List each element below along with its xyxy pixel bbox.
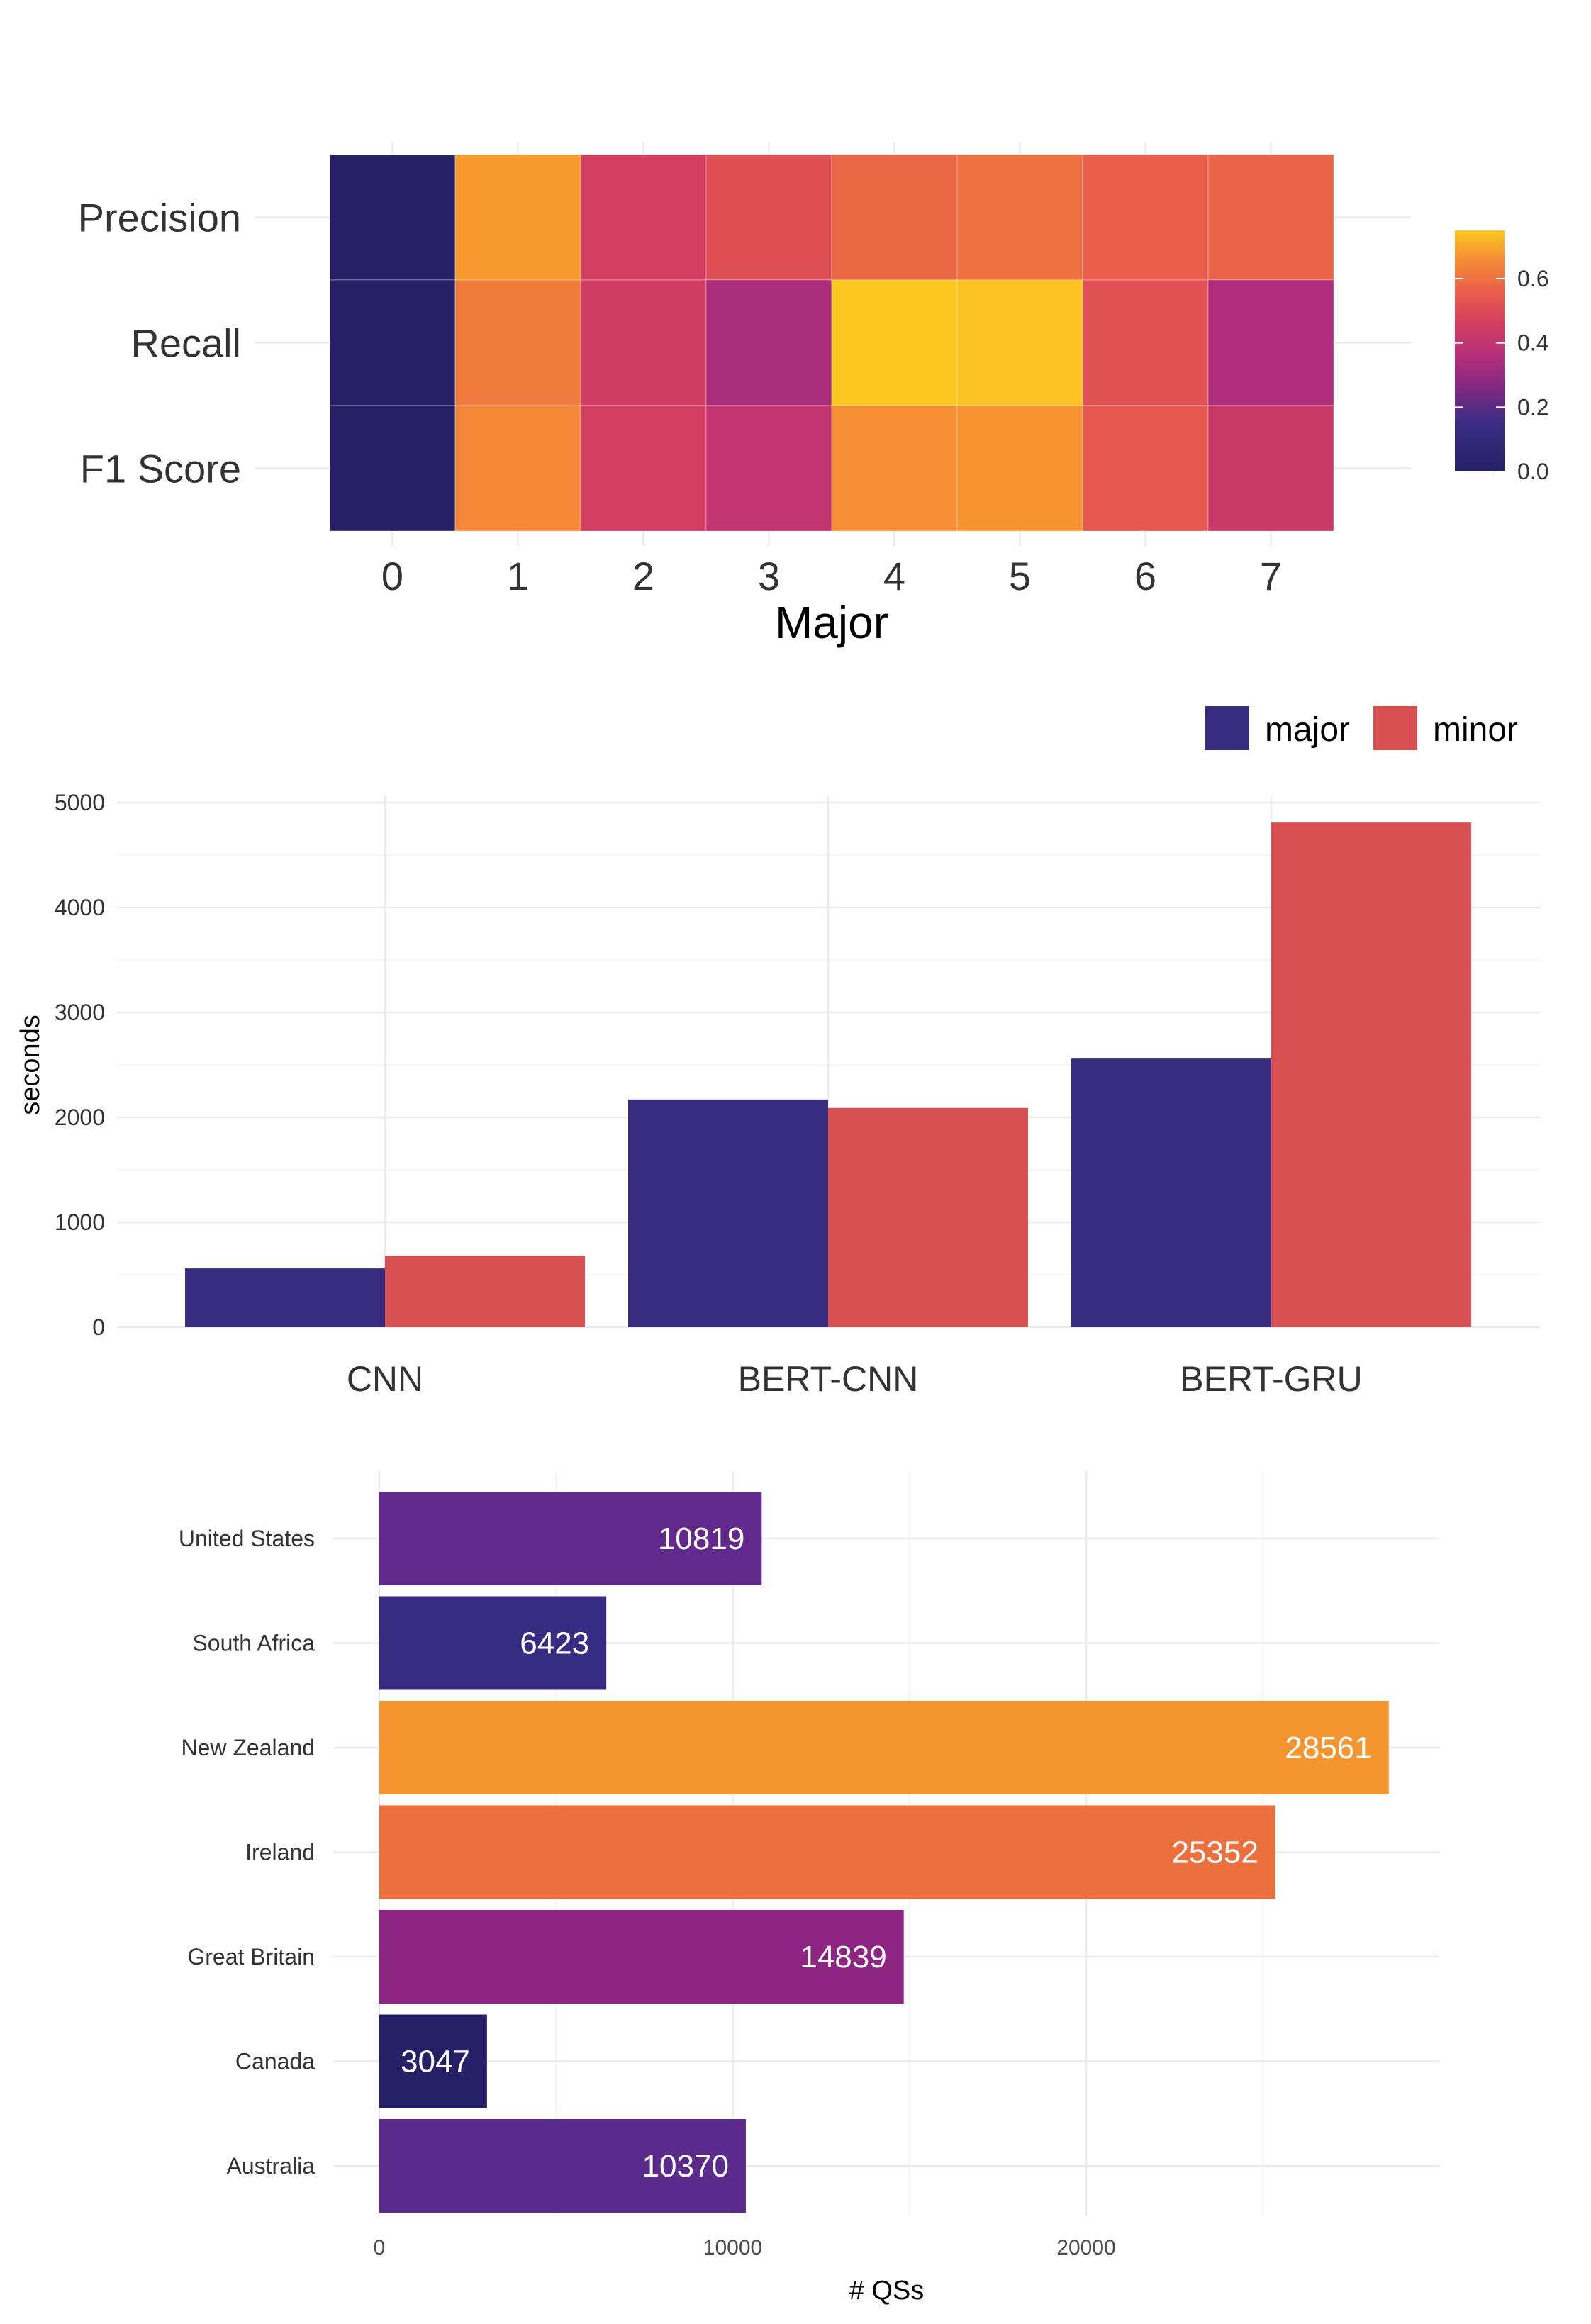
heatmap-x-tick-5: 5 — [1009, 554, 1031, 598]
hbar-australia — [379, 2119, 746, 2213]
hbar-value-label-great-britain: 14839 — [800, 1940, 886, 1974]
heatmap-cell-precision-0 — [329, 154, 456, 281]
hbar-x-tick-10000: 10000 — [703, 2236, 762, 2259]
heatmap-cell-precision-3 — [705, 154, 832, 281]
heatmap-cell-recall-3 — [705, 279, 832, 406]
bar-cnn-major — [185, 1268, 385, 1327]
bar-y-tick-5000: 5000 — [55, 790, 105, 815]
heatmap-cell-recall-1 — [454, 279, 581, 406]
hbar-value-label-canada: 3047 — [401, 2045, 470, 2079]
heatmap-x-tick-0: 0 — [381, 554, 403, 598]
heatmap-x-tick-6: 6 — [1134, 554, 1156, 598]
bar-cnn-minor — [385, 1256, 585, 1327]
bar-bert-gru-major — [1071, 1058, 1271, 1327]
bar-y-tick-4000: 4000 — [55, 895, 105, 920]
heatmap-panel: Precision Recall F1 Score 0 1 2 3 4 5 6 7 Major 0.0 0… — [78, 142, 1548, 648]
heatmap-y-tick-recall: Recall — [130, 321, 241, 366]
hbar-great-britain — [379, 1910, 904, 2004]
heatmap-x-tick-4: 4 — [883, 554, 905, 598]
bar-y-tick-3000: 3000 — [55, 1000, 105, 1025]
legend-swatch-major — [1205, 706, 1249, 750]
hbar-south-africa — [379, 1596, 607, 1690]
heatmap-x-axis-title: Major — [775, 597, 888, 648]
bar-y-tick-0: 0 — [92, 1314, 105, 1340]
heatmap-cell-f1-score-5 — [956, 405, 1083, 532]
horizontal-bar-panel: 0 10000 20000 10819 United States 6423 South A… — [179, 1471, 1439, 2306]
legend-label-minor: minor — [1433, 711, 1518, 749]
heatmap-cell-recall-6 — [1082, 279, 1209, 406]
hbar-y-tick-ireland: Ireland — [245, 1840, 315, 1865]
hbar-value-label-united-states: 10819 — [658, 1521, 744, 1556]
colorbar-tick-0-2: 0.2 — [1517, 394, 1548, 420]
hbar-united-states — [379, 1492, 762, 1585]
colorbar-tick-0-4: 0.4 — [1517, 330, 1548, 356]
heatmap-cell-f1-score-2 — [580, 405, 707, 532]
bar-y-tick-1000: 1000 — [55, 1210, 105, 1235]
hbar-y-tick-great-britain: Great Britain — [187, 1944, 315, 1970]
heatmap-x-tick-2: 2 — [632, 554, 654, 598]
bar-bert-gru-minor — [1271, 822, 1471, 1327]
legend-label-major: major — [1265, 711, 1350, 749]
hbar-y-tick-australia: Australia — [227, 2153, 316, 2179]
colorbar-tick-0-6: 0.6 — [1517, 266, 1548, 291]
bar-x-tick-bert-cnn: BERT-CNN — [738, 1359, 919, 1399]
heatmap-cell-precision-6 — [1082, 154, 1209, 281]
bar-x-tick-cnn: CNN — [347, 1359, 423, 1399]
hbar-ireland — [379, 1805, 1275, 1899]
colorbar — [1455, 230, 1505, 471]
bar-y-axis-title: seconds — [16, 1015, 45, 1115]
hbar-new-zealand — [379, 1701, 1389, 1794]
colorbar-tick-0-0: 0.0 — [1517, 459, 1548, 484]
hbar-x-tick-0: 0 — [374, 2236, 386, 2259]
heatmap-cell-precision-1 — [454, 154, 581, 281]
heatmap-x-tick-3: 3 — [758, 554, 780, 598]
heatmap-cell-f1-score-1 — [454, 405, 581, 532]
heatmap-cell-f1-score-6 — [1082, 405, 1209, 532]
heatmap-cell-f1-score-0 — [329, 405, 456, 532]
heatmap-x-tick-1: 1 — [507, 554, 529, 598]
heatmap-cell-recall-2 — [580, 279, 707, 406]
heatmap-cell-precision-7 — [1207, 154, 1334, 281]
heatmap-x-tick-7: 7 — [1260, 554, 1282, 598]
heatmap-cell-f1-score-3 — [705, 405, 832, 532]
heatmap-y-tick-f1-score: F1 Score — [80, 447, 241, 491]
hbar-y-tick-south-africa: South Africa — [192, 1631, 315, 1656]
hbar-x-axis-title: # QSs — [849, 2276, 925, 2306]
heatmap-cell-precision-4 — [831, 154, 958, 281]
hbar-value-label-south-africa: 6423 — [520, 1626, 589, 1661]
heatmap-cell-recall-5 — [956, 279, 1083, 406]
hbar-y-tick-united-states: United States — [179, 1526, 315, 1551]
hbar-value-label-ireland: 25352 — [1171, 1836, 1258, 1870]
heatmap-y-tick-precision: Precision — [78, 196, 241, 240]
legend-swatch-minor — [1373, 706, 1417, 750]
grouped-bar-panel: 0 1000 2000 3000 4000 5000 CNN BERT-CNN BERT-GRU… — [16, 706, 1540, 1399]
bar-bert-cnn-major — [628, 1099, 828, 1327]
hbar-value-label-australia: 10370 — [642, 2149, 729, 2184]
hbar-y-tick-new-zealand: New Zealand — [181, 1735, 315, 1760]
heatmap-cell-f1-score-4 — [831, 405, 958, 532]
hbar-canada — [379, 2014, 487, 2108]
bar-x-tick-bert-gru: BERT-GRU — [1180, 1359, 1362, 1399]
heatmap-cell-recall-4 — [831, 279, 958, 406]
heatmap-cell-recall-7 — [1207, 279, 1334, 406]
heatmap-cell-recall-0 — [329, 279, 456, 406]
hbar-x-tick-20000: 20000 — [1056, 2236, 1115, 2259]
hbar-y-tick-canada: Canada — [235, 2049, 315, 2074]
hbar-value-label-new-zealand: 28561 — [1285, 1731, 1371, 1765]
heatmap-cell-precision-5 — [956, 154, 1083, 281]
bar-bert-cnn-minor — [828, 1107, 1028, 1327]
heatmap-cell-precision-2 — [580, 154, 707, 281]
heatmap-cell-f1-score-7 — [1207, 405, 1334, 532]
bar-y-tick-2000: 2000 — [55, 1105, 105, 1130]
